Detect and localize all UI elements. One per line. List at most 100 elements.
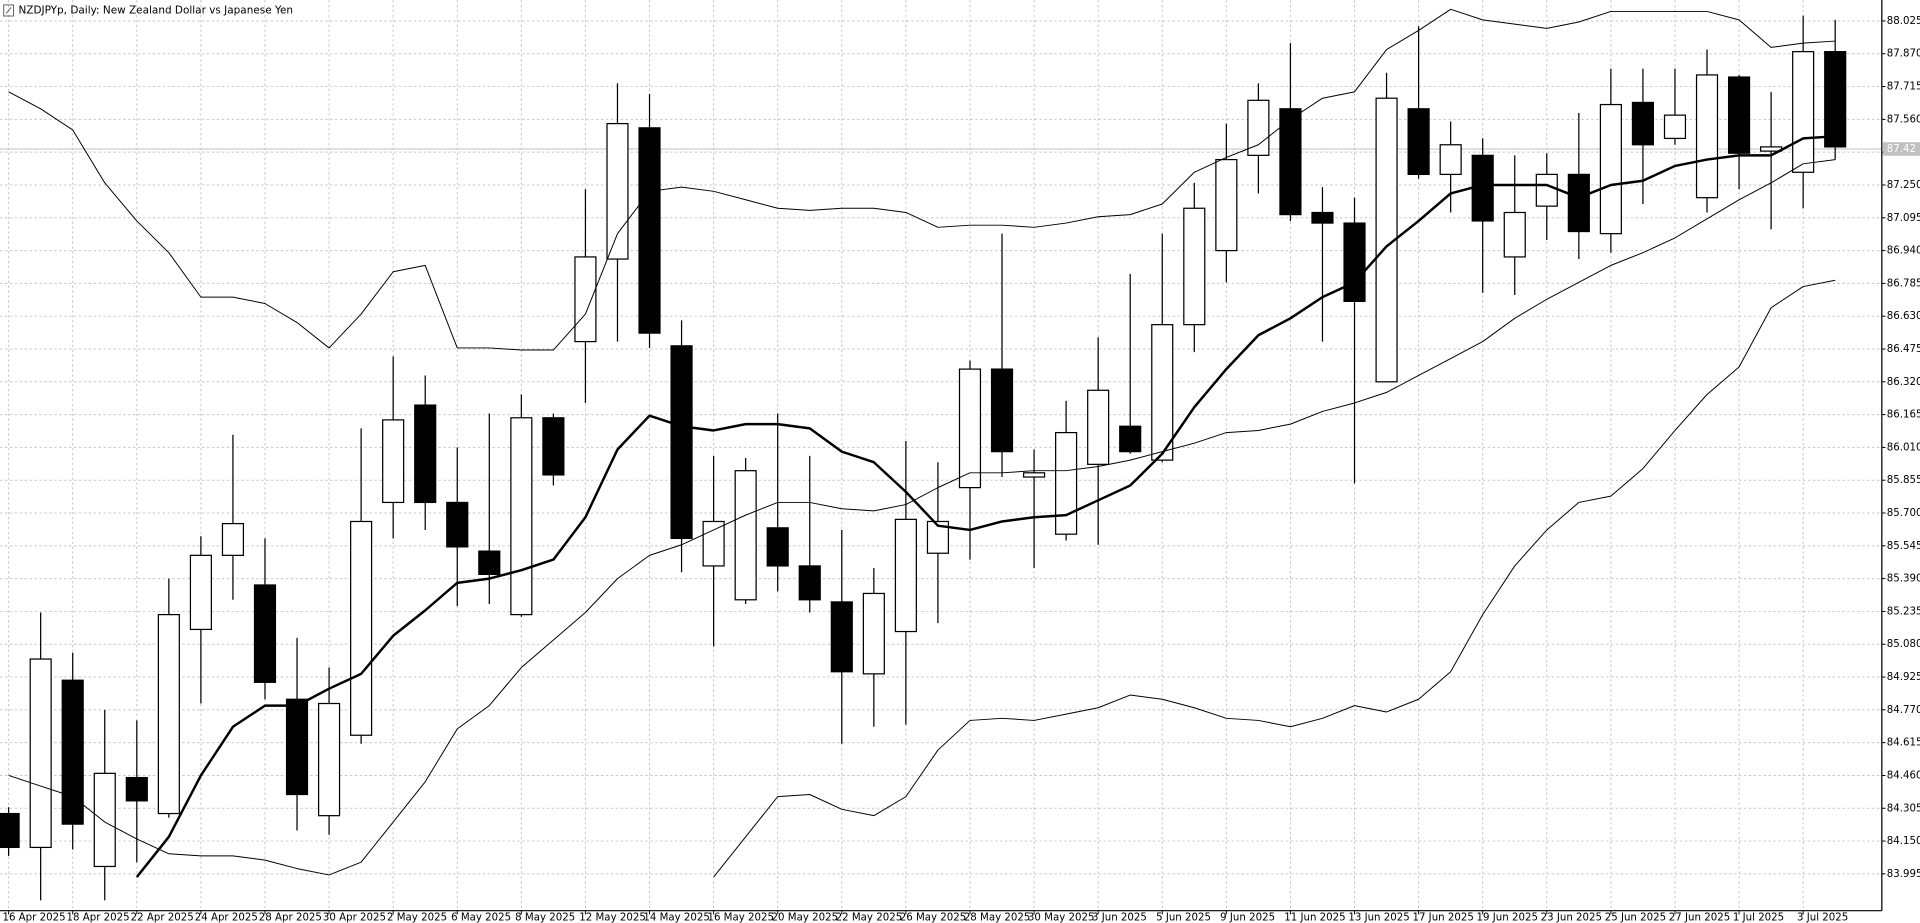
bear-body (670, 345, 693, 540)
bull-body (350, 520, 373, 736)
x-tick-label: 3 Jun 2025 (1092, 912, 1147, 923)
x-tick-label: 27 Jun 2025 (1669, 912, 1730, 923)
y-tick-label: 84.150 (1887, 836, 1920, 847)
y-tick-label: 87.715 (1887, 82, 1920, 93)
x-tick-label: 30 Apr 2025 (323, 912, 386, 923)
x-tick-label: 30 May 2025 (1028, 912, 1095, 923)
x-tick-label: 13 Jun 2025 (1348, 912, 1409, 923)
y-tick-label: 86.785 (1887, 278, 1920, 289)
x-tick-label: 17 Jun 2025 (1412, 912, 1473, 923)
bear-body (125, 776, 148, 802)
title-block: NZDJPYp, Daily: New Zealand Dollar vs Ja… (3, 4, 293, 17)
bull-body (1022, 472, 1046, 478)
bear-body (1631, 101, 1655, 146)
bear-body (1824, 51, 1847, 148)
x-tick-label: 5 Jun 2025 (1156, 912, 1211, 923)
bull-body (317, 702, 341, 817)
x-tick-label: 12 May 2025 (579, 912, 646, 923)
x-tick-label: 3 Jul 2025 (1797, 912, 1848, 923)
bull-body (93, 772, 116, 868)
bear-body (1279, 108, 1302, 216)
x-tick-label: 28 May 2025 (964, 912, 1031, 923)
bear-body (990, 368, 1014, 453)
last-price-tag (1883, 142, 1920, 156)
bull-body (1215, 158, 1238, 252)
bear-body (1343, 222, 1366, 302)
bear-body (446, 501, 469, 548)
x-tick-label: 24 Apr 2025 (195, 912, 258, 923)
bull-body (734, 470, 757, 601)
y-tick-label: 85.390 (1887, 574, 1920, 585)
bull-body (926, 520, 950, 554)
y-tick-label: 85.700 (1887, 508, 1920, 519)
bull-body (29, 658, 52, 849)
x-tick-label: 16 Apr 2025 (2, 912, 65, 923)
bull-body (894, 518, 917, 633)
x-tick-label: 25 Jun 2025 (1605, 912, 1666, 923)
bear-body (638, 127, 661, 334)
x-tick-label: 22 Apr 2025 (131, 912, 194, 923)
overlay-line (8, 8, 1836, 351)
bull-body (862, 592, 885, 675)
y-tick-label: 85.855 (1887, 475, 1920, 486)
x-tick-label: 14 May 2025 (643, 912, 710, 923)
bull-body (958, 368, 982, 489)
bear-body (1727, 76, 1751, 154)
x-tick-label: 16 May 2025 (707, 912, 774, 923)
bull-body (510, 417, 533, 616)
x-tick-label: 2 May 2025 (387, 912, 447, 923)
bull-body (1535, 173, 1558, 207)
y-tick-label: 84.460 (1887, 770, 1920, 781)
chart-title: NZDJPYp, Daily: New Zealand Dollar vs Ja… (18, 4, 293, 16)
y-tick-label: 84.770 (1887, 705, 1920, 716)
bull-body (1375, 97, 1398, 383)
bull-body (1055, 431, 1078, 535)
x-tick-label: 19 Jun 2025 (1477, 912, 1538, 923)
bear-body (61, 679, 84, 825)
x-tick-label: 8 May 2025 (515, 912, 575, 923)
y-tick-label: 87.870 (1887, 49, 1920, 60)
x-tick-label: 18 Apr 2025 (67, 912, 130, 923)
y-tick-label: 84.305 (1887, 803, 1920, 814)
overlay-line (713, 279, 1836, 878)
bull-body (606, 122, 629, 260)
y-tick-label: 85.080 (1887, 639, 1920, 650)
x-tick-label: 20 May 2025 (772, 912, 839, 923)
bull-body (1599, 103, 1622, 235)
bear-body (766, 527, 789, 567)
x-tick-label: 1 Jul 2025 (1733, 912, 1784, 923)
plot (0, 8, 1847, 901)
bull-body (702, 520, 725, 567)
x-tick-label: 22 May 2025 (836, 912, 903, 923)
x-tick-label: 9 Jun 2025 (1220, 912, 1275, 923)
bear-body (1407, 108, 1430, 176)
y-tick-label: 87.560 (1887, 114, 1920, 125)
bull-body (1439, 144, 1462, 176)
y-tick-label: 86.630 (1887, 311, 1920, 322)
last-price-label: 87.42 (1887, 144, 1916, 155)
bear-body (830, 601, 853, 673)
y-tick-label: 87.095 (1887, 213, 1920, 224)
bear-body (0, 812, 20, 849)
bull-body (1663, 114, 1687, 140)
bull-body (1151, 324, 1174, 461)
bull-body (1183, 207, 1206, 326)
x-tick-label: 6 May 2025 (451, 912, 511, 923)
bear-body (1567, 173, 1590, 233)
y-tick-label: 86.940 (1887, 246, 1920, 257)
bull-body (221, 522, 245, 556)
y-tick-label: 83.995 (1887, 869, 1920, 880)
bear-body (798, 565, 821, 601)
symbol-icon (3, 4, 15, 17)
bull-body (574, 256, 597, 343)
bear-body (478, 550, 501, 576)
bull-body (382, 419, 405, 504)
bull-body (1247, 99, 1270, 156)
bull-body (1792, 51, 1815, 173)
y-tick-label: 85.545 (1887, 541, 1920, 552)
y-tick-label: 87.250 (1887, 180, 1920, 191)
y-tick-label: 86.320 (1887, 377, 1920, 388)
